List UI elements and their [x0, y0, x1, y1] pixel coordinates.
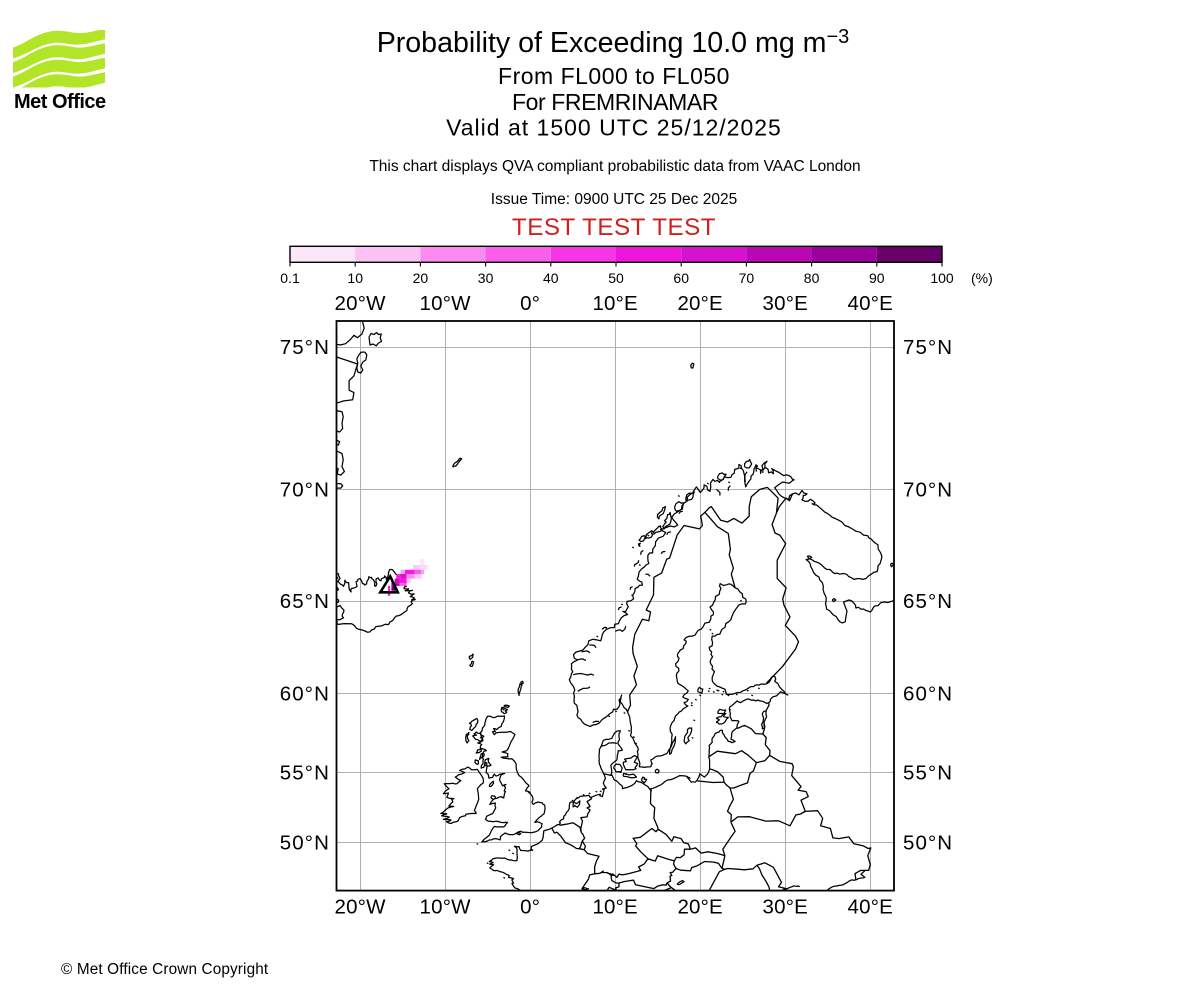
svg-text:20°E: 20°E: [677, 292, 722, 315]
svg-text:75°N: 75°N: [903, 336, 953, 359]
svg-text:20: 20: [413, 270, 429, 286]
svg-text:80: 80: [804, 270, 820, 286]
svg-text:70: 70: [739, 270, 755, 286]
svg-text:Issue Time: 0900 UTC 25 Dec 20: Issue Time: 0900 UTC 25 Dec 2025: [491, 191, 737, 208]
svg-text:60°N: 60°N: [280, 682, 330, 705]
svg-text:10°E: 10°E: [592, 292, 637, 315]
svg-text:20°E: 20°E: [677, 896, 722, 919]
svg-text:100: 100: [930, 270, 954, 286]
svg-text:TEST TEST TEST: TEST TEST TEST: [512, 214, 716, 241]
svg-text:(%): (%): [971, 270, 993, 286]
svg-text:55°N: 55°N: [903, 762, 953, 785]
svg-text:20°W: 20°W: [335, 292, 387, 315]
svg-text:70°N: 70°N: [903, 478, 953, 501]
svg-text:55°N: 55°N: [280, 762, 330, 785]
svg-text:0.1: 0.1: [280, 270, 300, 286]
svg-text:10°E: 10°E: [592, 896, 637, 919]
svg-text:This chart displays QVA compli: This chart displays QVA compliant probab…: [369, 158, 860, 175]
svg-text:40: 40: [543, 270, 559, 286]
svg-text:30°E: 30°E: [763, 896, 808, 919]
svg-text:0°: 0°: [520, 292, 540, 315]
svg-text:65°N: 65°N: [903, 590, 953, 613]
svg-text:0°: 0°: [520, 896, 540, 919]
svg-text:60: 60: [673, 270, 689, 286]
svg-text:10°W: 10°W: [420, 896, 472, 919]
svg-text:90: 90: [869, 270, 885, 286]
svg-text:70°N: 70°N: [280, 478, 330, 501]
svg-text:20°W: 20°W: [335, 896, 387, 919]
svg-text:30: 30: [478, 270, 494, 286]
svg-text:10: 10: [347, 270, 363, 286]
svg-text:40°E: 40°E: [848, 292, 893, 315]
svg-text:© Met Office Crown Copyright: © Met Office Crown Copyright: [61, 961, 269, 978]
svg-text:For FREMRINAMAR: For FREMRINAMAR: [512, 89, 718, 115]
svg-text:40°E: 40°E: [848, 896, 893, 919]
svg-text:50°N: 50°N: [903, 832, 953, 855]
svg-text:Met Office: Met Office: [14, 91, 106, 113]
svg-text:50: 50: [608, 270, 624, 286]
svg-text:10°W: 10°W: [420, 292, 472, 315]
svg-text:From FL000 to FL050: From FL000 to FL050: [498, 63, 730, 89]
svg-text:75°N: 75°N: [280, 336, 330, 359]
svg-text:Probability of Exceeding 10.0: Probability of Exceeding 10.0 mg m−3: [377, 26, 850, 59]
svg-text:50°N: 50°N: [280, 832, 330, 855]
svg-text:60°N: 60°N: [903, 682, 953, 705]
svg-text:65°N: 65°N: [280, 590, 330, 613]
svg-text:Valid at 1500 UTC 25/12/2025: Valid at 1500 UTC 25/12/2025: [446, 115, 782, 141]
svg-text:30°E: 30°E: [763, 292, 808, 315]
